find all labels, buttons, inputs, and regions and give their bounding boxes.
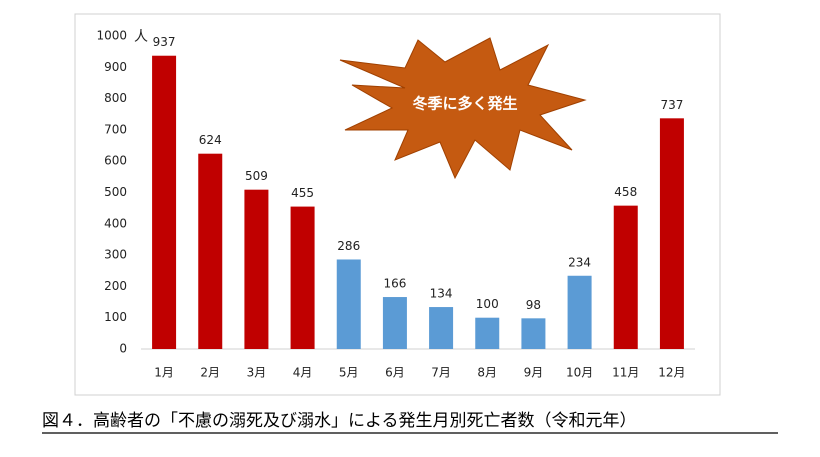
x-tick-label: 5月 <box>339 366 359 380</box>
value-label: 455 <box>291 186 314 200</box>
value-label: 134 <box>430 287 453 301</box>
y-tick-label: 300 <box>104 248 127 262</box>
value-label: 166 <box>383 277 406 291</box>
bar <box>659 118 684 349</box>
x-tick-label: 8月 <box>477 366 497 380</box>
y-tick-label: 400 <box>104 216 127 230</box>
x-tick-label: 6月 <box>385 366 405 380</box>
y-tick-label: 600 <box>104 154 127 168</box>
bar <box>521 318 546 349</box>
x-tick-label: 9月 <box>524 366 544 380</box>
value-label: 286 <box>337 239 360 253</box>
value-label: 98 <box>526 298 541 312</box>
x-tick-label: 2月 <box>200 366 220 380</box>
x-tick-label: 7月 <box>431 366 451 380</box>
bar <box>382 297 407 349</box>
x-tick-label: 10月 <box>566 366 593 380</box>
value-label: 100 <box>476 297 499 311</box>
x-tick-label: 1月 <box>154 366 174 380</box>
y-unit: 人 <box>134 29 148 45</box>
annotation: 冬季に多く発生 <box>412 95 517 113</box>
bar <box>475 317 500 349</box>
value-label: 234 <box>568 255 591 269</box>
bar <box>244 189 269 349</box>
x-tick-label: 12月 <box>658 366 685 380</box>
y-tick-label: 0 <box>119 342 127 356</box>
y-tick-label: 100 <box>104 310 127 324</box>
y-tick-label: 900 <box>104 60 127 74</box>
value-label: 624 <box>199 133 222 147</box>
y-tick-label: 1000 <box>96 29 127 43</box>
y-tick-label: 800 <box>104 91 127 105</box>
y-tick-label: 200 <box>104 279 127 293</box>
value-label: 458 <box>614 185 637 199</box>
bar <box>613 205 638 349</box>
x-tick-label: 11月 <box>612 366 639 380</box>
bar <box>198 153 223 349</box>
bar <box>152 55 177 350</box>
value-label: 509 <box>245 169 268 183</box>
caption: 図４．高齢者の「不慮の溺死及び溺水」による発生月別死亡者数（令和元年） <box>42 411 637 431</box>
x-tick-label: 3月 <box>247 366 267 380</box>
y-tick-label: 700 <box>104 122 127 136</box>
x-tick-label: 4月 <box>293 366 313 380</box>
starburst <box>339 37 587 180</box>
y-tick-label: 500 <box>104 185 127 199</box>
bar <box>567 275 592 349</box>
value-label: 937 <box>153 35 176 49</box>
bar <box>336 259 361 349</box>
bar <box>290 206 315 349</box>
value-label: 737 <box>660 98 683 112</box>
bar <box>429 307 454 349</box>
